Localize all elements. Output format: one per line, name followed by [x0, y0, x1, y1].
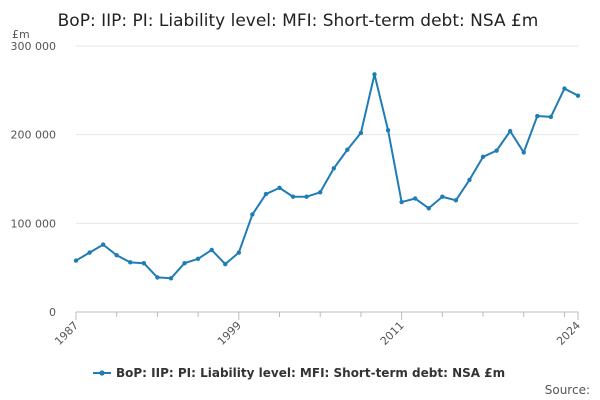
data-point[interactable]	[236, 250, 242, 255]
data-point[interactable]	[440, 194, 445, 199]
data-point[interactable]	[223, 261, 228, 267]
data-point[interactable]	[331, 166, 336, 171]
data-point[interactable]	[141, 261, 147, 266]
data-point[interactable]	[399, 199, 404, 205]
data-point[interactable]	[73, 258, 79, 263]
chart-title: BoP: IIP: PI: Liability level: MFI: Shor…	[58, 11, 539, 31]
y-axis: 0 100 000 200 000 300 000	[11, 40, 57, 319]
x-tick-label: 1987	[52, 319, 81, 348]
data-point[interactable]	[412, 196, 418, 201]
data-point[interactable]	[507, 128, 513, 134]
data-point[interactable]	[494, 148, 499, 153]
data-point[interactable]	[114, 253, 119, 258]
source-label: Source:	[545, 383, 590, 397]
data-point[interactable]	[480, 154, 486, 160]
data-point[interactable]	[318, 190, 323, 195]
data-point[interactable]	[372, 72, 377, 77]
data-point[interactable]	[290, 194, 296, 199]
y-tick-label: 100 000	[11, 217, 57, 230]
x-tick-label: 1999	[215, 319, 244, 348]
legend-label: BoP: IIP: PI: Liability level: MFI: Shor…	[116, 366, 505, 380]
series-group	[73, 72, 581, 281]
data-point[interactable]	[182, 261, 187, 266]
legend[interactable]: BoP: IIP: PI: Liability level: MFI: Shor…	[93, 366, 505, 380]
gridlines	[76, 45, 578, 313]
y-tick-label: 200 000	[11, 129, 57, 142]
data-point[interactable]	[385, 128, 391, 133]
data-point[interactable]	[467, 177, 472, 183]
x-tick-label: 2024	[554, 319, 583, 348]
y-axis-label: £m	[12, 28, 30, 41]
data-point[interactable]	[263, 191, 269, 197]
data-point[interactable]	[304, 194, 309, 199]
data-point[interactable]	[195, 256, 201, 261]
y-tick-label: 300 000	[11, 40, 57, 53]
data-point[interactable]	[562, 86, 567, 91]
y-tick-label: 0	[49, 306, 56, 319]
data-point[interactable]	[277, 185, 282, 191]
data-point[interactable]	[535, 113, 540, 119]
data-point[interactable]	[250, 212, 255, 217]
data-point[interactable]	[426, 206, 431, 211]
data-point[interactable]	[521, 150, 526, 155]
data-point[interactable]	[358, 130, 364, 136]
data-point[interactable]	[575, 93, 581, 98]
data-point[interactable]	[168, 276, 174, 281]
data-point[interactable]	[209, 247, 214, 253]
data-point[interactable]	[155, 275, 160, 280]
series-line	[75, 73, 579, 280]
data-point[interactable]	[345, 147, 350, 152]
x-axis: 1987 1999 2011 2024	[52, 312, 583, 348]
data-point[interactable]	[548, 114, 554, 120]
data-point[interactable]	[87, 250, 92, 255]
data-point[interactable]	[128, 260, 133, 265]
legend-marker	[99, 370, 105, 376]
x-tick-label: 2011	[378, 319, 407, 348]
data-point[interactable]	[100, 242, 106, 247]
data-point[interactable]	[453, 198, 459, 203]
